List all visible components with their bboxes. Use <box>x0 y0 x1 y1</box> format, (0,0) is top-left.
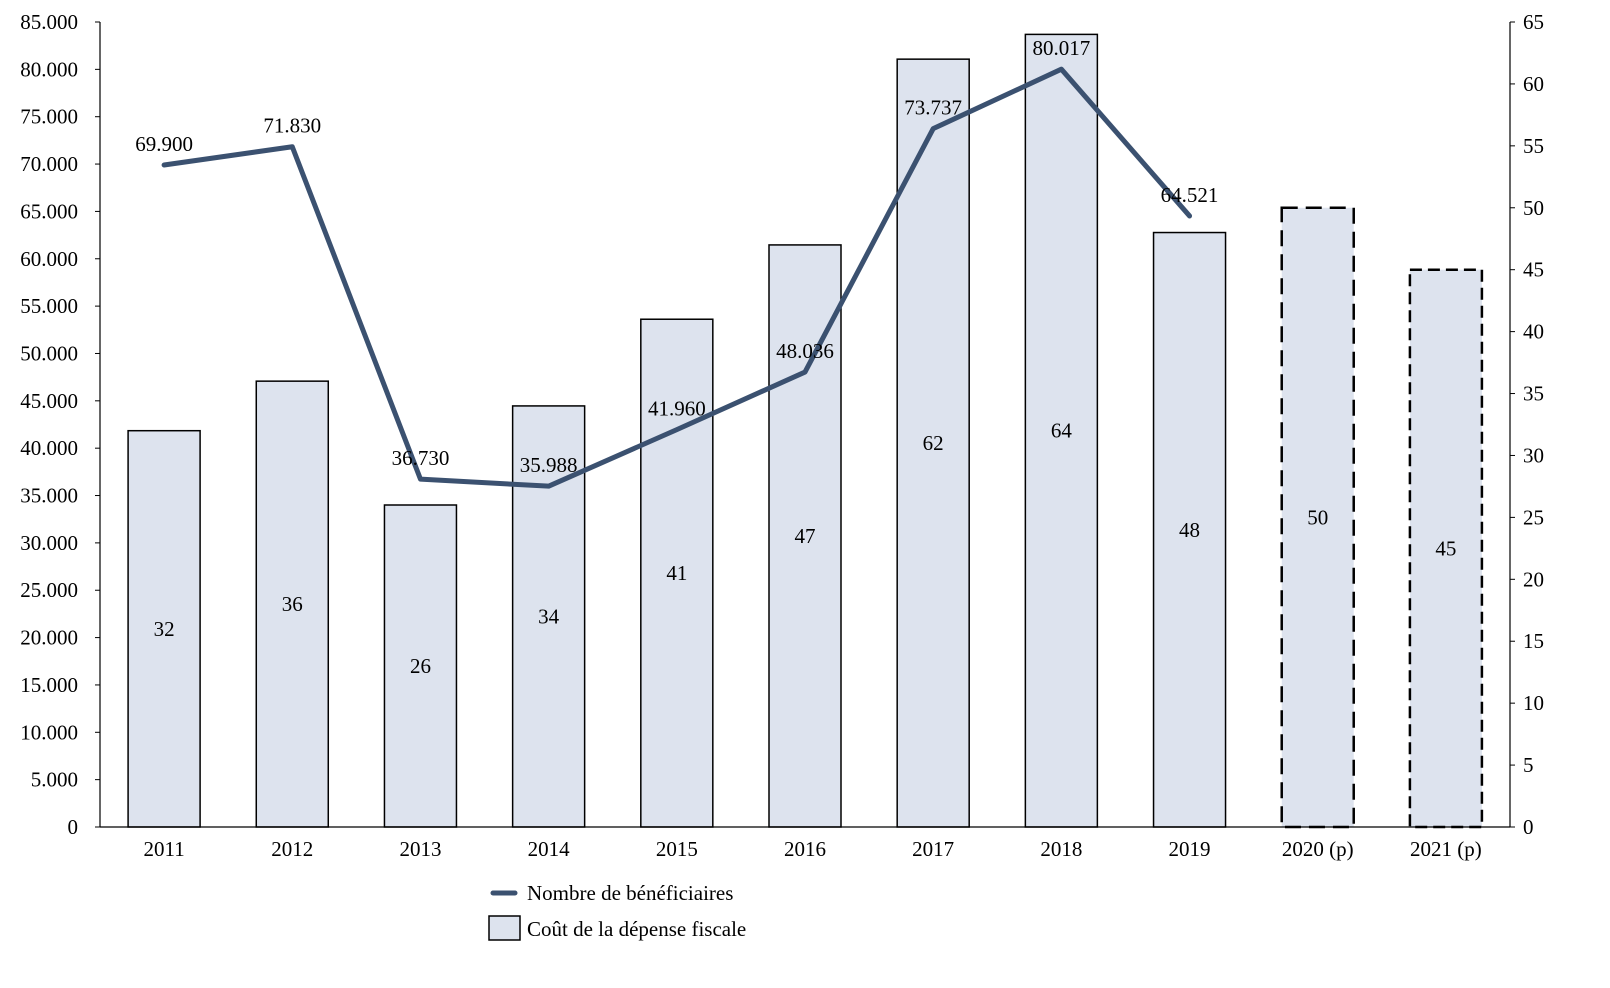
left-tick-label: 25.000 <box>20 578 78 602</box>
x-tick-label: 2015 <box>656 837 698 861</box>
line-value-label: 36.730 <box>392 446 450 470</box>
left-tick-label: 5.000 <box>31 768 78 792</box>
right-tick-label: 40 <box>1523 320 1544 344</box>
line-value-label: 73.737 <box>904 96 962 120</box>
bar-value-label: 62 <box>923 431 944 455</box>
right-tick-label: 30 <box>1523 443 1544 467</box>
x-tick-label: 2014 <box>528 837 571 861</box>
right-tick-label: 0 <box>1523 815 1534 839</box>
left-tick-label: 55.000 <box>20 294 78 318</box>
x-tick-label: 2016 <box>784 837 826 861</box>
right-tick-label: 10 <box>1523 691 1544 715</box>
legend-label-cout: Coût de la dépense fiscale <box>527 917 746 941</box>
legend: Nombre de bénéficiaires Coût de la dépen… <box>488 881 746 941</box>
left-tick-label: 75.000 <box>20 105 78 129</box>
line-value-label: 41.960 <box>648 397 706 421</box>
left-tick-label: 20.000 <box>20 626 78 650</box>
x-tick-label: 2020 (p) <box>1282 837 1354 861</box>
x-tick-label: 2018 <box>1040 837 1082 861</box>
right-tick-label: 5 <box>1523 753 1534 777</box>
left-tick-label: 70.000 <box>20 152 78 176</box>
line-value-label: 48.036 <box>776 339 834 363</box>
bar-value-label: 26 <box>410 654 431 678</box>
left-tick-label: 10.000 <box>20 720 78 744</box>
x-tick-label: 2019 <box>1169 837 1211 861</box>
bar-2018 <box>1024 33 1099 828</box>
right-tick-label: 45 <box>1523 258 1544 282</box>
right-tick-label: 15 <box>1523 629 1544 653</box>
line-value-label: 64.521 <box>1161 183 1219 207</box>
bar-value-label: 64 <box>1051 419 1073 443</box>
left-tick-label: 65.000 <box>20 199 78 223</box>
left-tick-label: 15.000 <box>20 673 78 697</box>
bar-value-label: 50 <box>1307 505 1328 529</box>
left-tick-label: 85.000 <box>20 10 78 34</box>
line-value-label: 35.988 <box>520 453 578 477</box>
line-value-label: 71.830 <box>263 114 321 138</box>
left-tick-label: 40.000 <box>20 436 78 460</box>
bar-value-label: 36 <box>282 592 303 616</box>
bar-value-label: 41 <box>666 561 687 585</box>
left-tick-label: 30.000 <box>20 531 78 555</box>
line-value-label: 80.017 <box>1032 36 1090 60</box>
bar-2016 <box>768 244 842 828</box>
left-tick-label: 0 <box>68 815 79 839</box>
bar-value-label: 47 <box>795 524 816 548</box>
right-tick-label: 55 <box>1523 134 1544 158</box>
left-tick-label: 35.000 <box>20 484 78 508</box>
x-tick-label: 2017 <box>912 837 954 861</box>
line-value-label: 69.900 <box>135 132 193 156</box>
line-beneficiaires <box>161 66 1193 489</box>
legend-label-beneficiaires: Nombre de bénéficiaires <box>527 881 733 905</box>
left-tick-label: 50.000 <box>20 341 78 365</box>
bar-2020 (p) <box>1280 206 1355 829</box>
bar-2015 <box>640 318 714 828</box>
bar-value-label: 48 <box>1179 518 1200 542</box>
x-tick-label: 2011 <box>143 837 184 861</box>
bar-2011 <box>127 429 201 828</box>
right-tick-label: 35 <box>1523 382 1544 406</box>
bar-2013 <box>383 504 458 828</box>
left-tick-label: 45.000 <box>20 389 78 413</box>
right-tick-label: 25 <box>1523 505 1544 529</box>
bar-value-label: 34 <box>538 604 560 628</box>
left-tick-label: 60.000 <box>20 247 78 271</box>
legend-bar-swatch <box>488 915 521 941</box>
left-tick-label: 80.000 <box>20 57 78 81</box>
right-tick-label: 20 <box>1523 567 1544 591</box>
bar-2012 <box>255 380 330 828</box>
right-tick-label: 50 <box>1523 196 1544 220</box>
bar-2021 (p) <box>1408 268 1484 829</box>
right-tick-label: 60 <box>1523 72 1544 96</box>
x-tick-label: 2012 <box>271 837 313 861</box>
bar-value-label: 32 <box>154 617 175 641</box>
bar-value-label: 45 <box>1435 536 1456 560</box>
right-tick-label: 65 <box>1523 10 1544 34</box>
x-tick-label: 2013 <box>399 837 441 861</box>
x-tick-label: 2021 (p) <box>1410 837 1482 861</box>
